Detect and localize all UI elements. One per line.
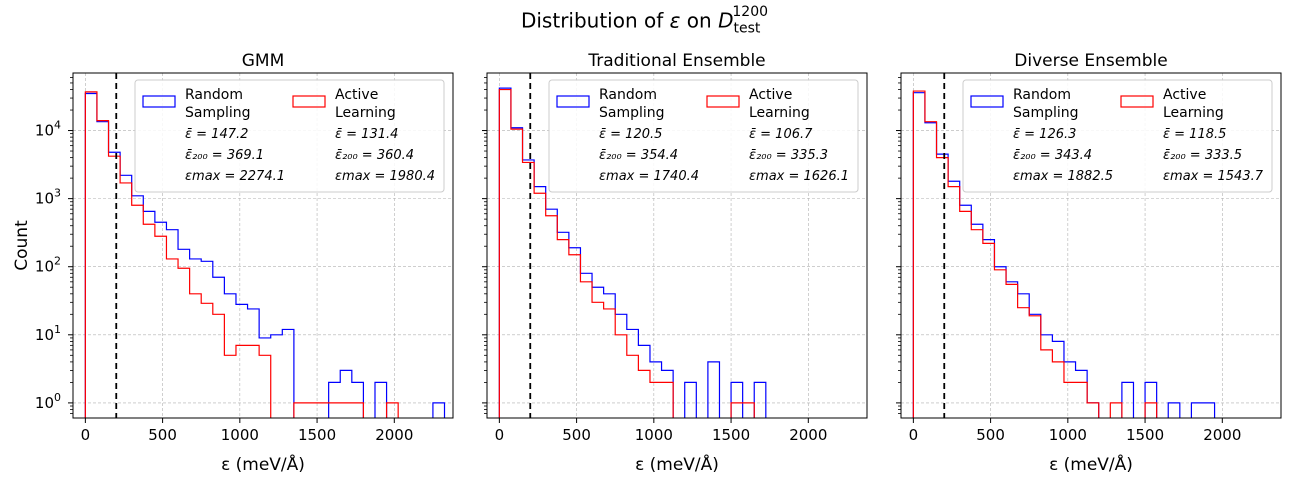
suptitle-superscript: 1200 <box>732 4 769 20</box>
legend-label-line2: Learning <box>1163 105 1224 121</box>
legend-stat-mean200: ε̄₂₀₀ = 354.4 <box>599 148 678 163</box>
x-tick-label: 1000 <box>221 426 259 444</box>
suptitle-mid: on <box>680 8 719 33</box>
x-tick-label: 1000 <box>1049 426 1087 444</box>
y-tick-label: 102 <box>35 255 61 276</box>
suptitle-epsilon: ε <box>669 8 681 33</box>
legend-label-line1: Active <box>749 87 792 103</box>
legend-stat-mean200: ε̄₂₀₀ = 335.3 <box>749 148 828 163</box>
legend-stat-mean: ε̄ = 147.2 <box>185 127 248 142</box>
legend-stat-max: εmax = 1740.4 <box>599 169 699 184</box>
legend-label-line1: Active <box>1163 87 1206 103</box>
legend-stat-mean200: ε̄₂₀₀ = 369.1 <box>185 148 264 163</box>
legend-label-line1: Random <box>185 87 243 103</box>
y-tick-exponent: 1 <box>54 323 61 336</box>
axes-frame <box>72 72 454 419</box>
axes-frame <box>486 72 868 419</box>
legend-stat-max: εmax = 1882.5 <box>1013 169 1113 184</box>
legend-stat-mean200: ε̄₂₀₀ = 343.4 <box>1013 148 1092 163</box>
histogram-random <box>498 87 767 418</box>
legend-swatch-random <box>970 95 1004 108</box>
legend-label-line1: Random <box>599 87 657 103</box>
axes-frame <box>900 72 1282 419</box>
panel-3: 0 500 1000 1500 2000 Diverse Ensemble ε (meV/Å… <box>896 51 1282 475</box>
x-tick-label: 2000 <box>789 426 827 444</box>
histogram-active <box>498 88 755 418</box>
legend-stat-max: εmax = 1543.7 <box>1163 169 1264 184</box>
x-axis-label: ε (meV/Å) <box>635 453 719 475</box>
legend-swatch-active <box>706 95 740 108</box>
legend-label-line2: Learning <box>335 105 396 121</box>
x-tick-label: 0 <box>495 426 505 444</box>
legend-stat-mean: ε̄ = 126.3 <box>1013 127 1076 142</box>
legend-swatch-random <box>142 95 176 108</box>
legend-box <box>134 79 445 193</box>
x-tick-label: 2000 <box>375 426 413 444</box>
y-tick-label: 103 <box>35 187 61 208</box>
legend-stat-mean: ε̄ = 120.5 <box>599 127 662 142</box>
legend-box <box>962 79 1273 193</box>
legend-stat-mean200: ε̄₂₀₀ = 333.5 <box>1163 148 1242 163</box>
histogram-active <box>84 91 399 418</box>
y-tick-label: 101 <box>35 323 61 344</box>
panel-title: Diverse Ensemble <box>1014 51 1167 71</box>
y-tick-label: 104 <box>35 119 61 140</box>
y-tick-label: 100 <box>35 391 61 412</box>
suptitle-d: D <box>718 8 734 33</box>
x-tick-label: 1500 <box>1126 426 1164 444</box>
y-tick-exponent: 3 <box>54 187 61 200</box>
panel-title: GMM <box>242 51 285 71</box>
legend-label-line1: Random <box>1013 87 1071 103</box>
legend-label-line2: Sampling <box>1013 105 1079 121</box>
legend-swatch-active <box>1120 95 1154 108</box>
x-axis-label: ε (meV/Å) <box>1049 453 1133 475</box>
panel-title: Traditional Ensemble <box>587 51 765 71</box>
suptitle-prefix: Distribution of <box>520 8 670 33</box>
y-tick-exponent: 2 <box>54 255 61 268</box>
x-tick-label: 2000 <box>1203 426 1241 444</box>
y-tick-exponent: 4 <box>54 119 61 132</box>
legend-label-line2: Learning <box>749 105 810 121</box>
suptitle-subscript: test <box>733 20 761 37</box>
legend-swatch-random <box>556 95 590 108</box>
legend-box <box>548 79 859 193</box>
x-tick-label: 1500 <box>712 426 750 444</box>
figure-suptitle: Distribution of ε on Dtest1200 <box>0 4 1289 37</box>
x-tick-label: 500 <box>148 426 177 444</box>
panel-1: 0 500 1000 1500 2000100101102103104CountGMMε… <box>12 51 454 475</box>
y-axis-label: Count <box>12 220 32 271</box>
x-axis-label: ε (meV/Å) <box>221 453 305 475</box>
legend-label-line1: Active <box>335 87 378 103</box>
panel-2: 0 500 1000 1500 2000 Traditional Ensemble ε (m… <box>482 51 868 475</box>
legend-label-line2: Sampling <box>599 105 665 121</box>
x-tick-label: 0 <box>909 426 919 444</box>
y-tick-exponent: 0 <box>54 391 61 404</box>
legend-stat-max: εmax = 1626.1 <box>749 169 849 184</box>
legend-stat-max: εmax = 2274.1 <box>185 169 285 184</box>
x-tick-label: 500 <box>562 426 591 444</box>
legend-swatch-active <box>292 95 326 108</box>
x-tick-label: 0 <box>81 426 91 444</box>
legend-label-line2: Sampling <box>185 105 251 121</box>
histogram-random <box>84 92 446 418</box>
x-tick-label: 500 <box>976 426 1005 444</box>
histogram-active <box>912 90 1158 418</box>
x-tick-label: 1500 <box>298 426 336 444</box>
legend-stat-mean: ε̄ = 118.5 <box>1163 127 1226 142</box>
x-tick-label: 1000 <box>635 426 673 444</box>
legend-stat-max: εmax = 1980.4 <box>335 169 435 184</box>
legend-stat-mean200: ε̄₂₀₀ = 360.4 <box>335 148 414 163</box>
legend-stat-mean: ε̄ = 106.7 <box>749 127 813 142</box>
legend-stat-mean: ε̄ = 131.4 <box>335 127 398 142</box>
